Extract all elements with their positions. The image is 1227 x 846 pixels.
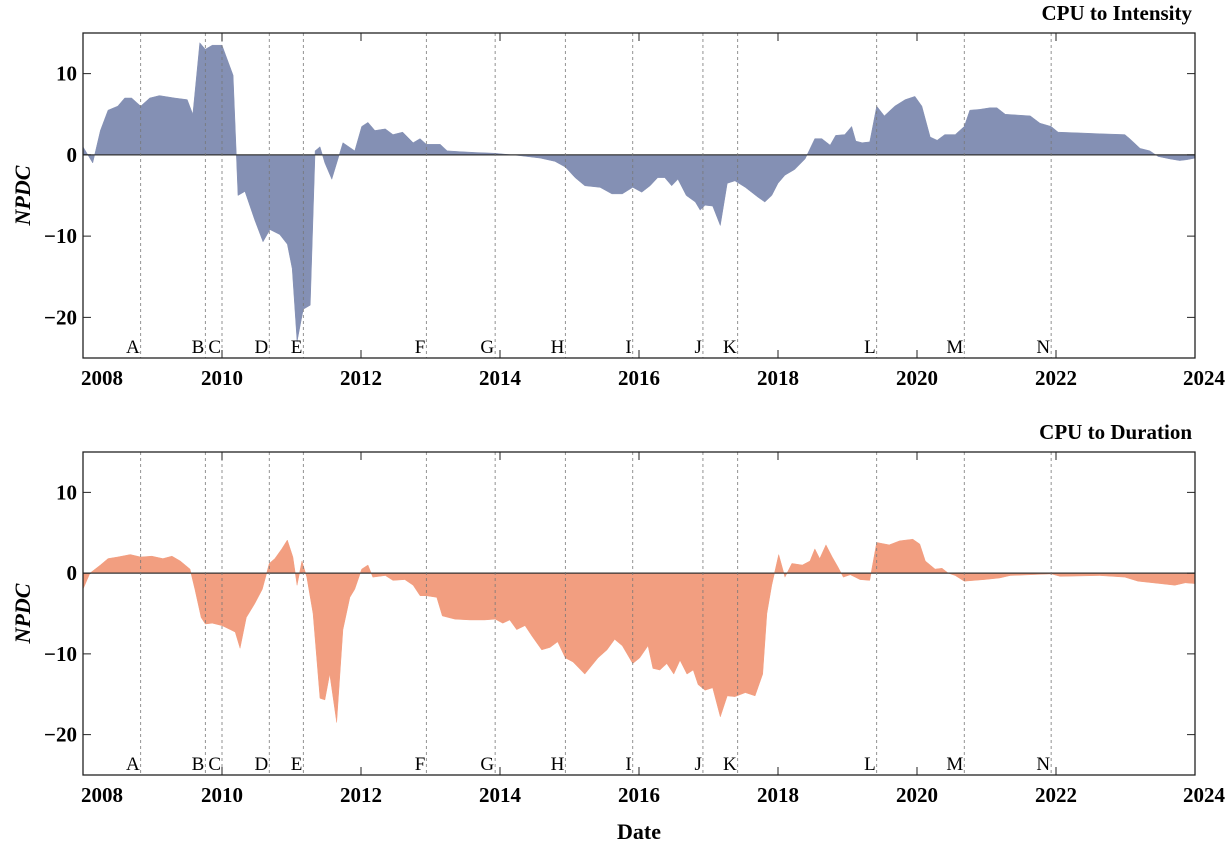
event-label: K [723,754,737,775]
event-label: L [864,337,876,358]
x-tick-label: 2016 [618,366,660,390]
x-tick-label: 2018 [757,783,799,807]
chart-title: CPU to Intensity [1042,1,1193,25]
x-tick-label: 2016 [618,783,660,807]
event-label: K [723,337,737,358]
event-label: E [291,337,303,358]
event-label: B [192,337,205,358]
event-label: N [1036,754,1050,775]
event-label: H [551,337,565,358]
x-tick-label: 2024 [1183,366,1226,390]
event-label: B [192,754,205,775]
y-axis-label: NPDC [10,165,35,226]
event-label: E [291,754,303,775]
x-tick-label: 2008 [81,783,123,807]
event-label: M [946,754,963,775]
y-tick-label: 0 [67,561,78,585]
x-tick-label: 2022 [1035,783,1077,807]
x-tick-label: 2018 [757,366,799,390]
x-tick-label: 2014 [479,783,522,807]
event-label: D [255,337,269,358]
y-tick-label: 0 [67,143,78,167]
x-tick-label: 2020 [896,366,938,390]
event-label: N [1036,337,1050,358]
event-label: G [480,754,494,775]
event-label: I [625,754,631,775]
event-label: H [551,754,565,775]
y-tick-label: 10 [56,480,77,504]
x-tick-label: 2008 [81,366,123,390]
event-label: C [208,337,221,358]
x-tick-label: 2012 [340,783,382,807]
x-tick-label: 2024 [1183,783,1226,807]
event-label: A [126,754,140,775]
event-label: L [864,754,876,775]
event-label: J [695,337,702,358]
x-axis-label: Date [617,819,661,844]
x-tick-label: 2012 [340,366,382,390]
x-tick-label: 2014 [479,366,522,390]
x-tick-label: 2020 [896,783,938,807]
x-tick-label: 2010 [201,783,243,807]
event-label: J [695,754,702,775]
event-label: F [415,337,426,358]
y-tick-label: −10 [44,224,77,248]
x-tick-label: 2022 [1035,366,1077,390]
y-tick-label: −20 [44,305,77,329]
event-label: F [415,754,426,775]
y-tick-label: −10 [44,642,77,666]
event-label: I [625,337,631,358]
event-label: M [946,337,963,358]
chart-title: CPU to Duration [1039,420,1192,444]
event-label: A [126,337,140,358]
y-axis-label: NPDC [10,583,35,644]
y-tick-label: −20 [44,723,77,747]
x-tick-label: 2010 [201,366,243,390]
area [82,42,1196,342]
event-label: G [480,337,494,358]
event-label: D [255,754,269,775]
area [82,538,1196,723]
event-label: C [208,754,221,775]
y-tick-label: 10 [56,62,77,86]
